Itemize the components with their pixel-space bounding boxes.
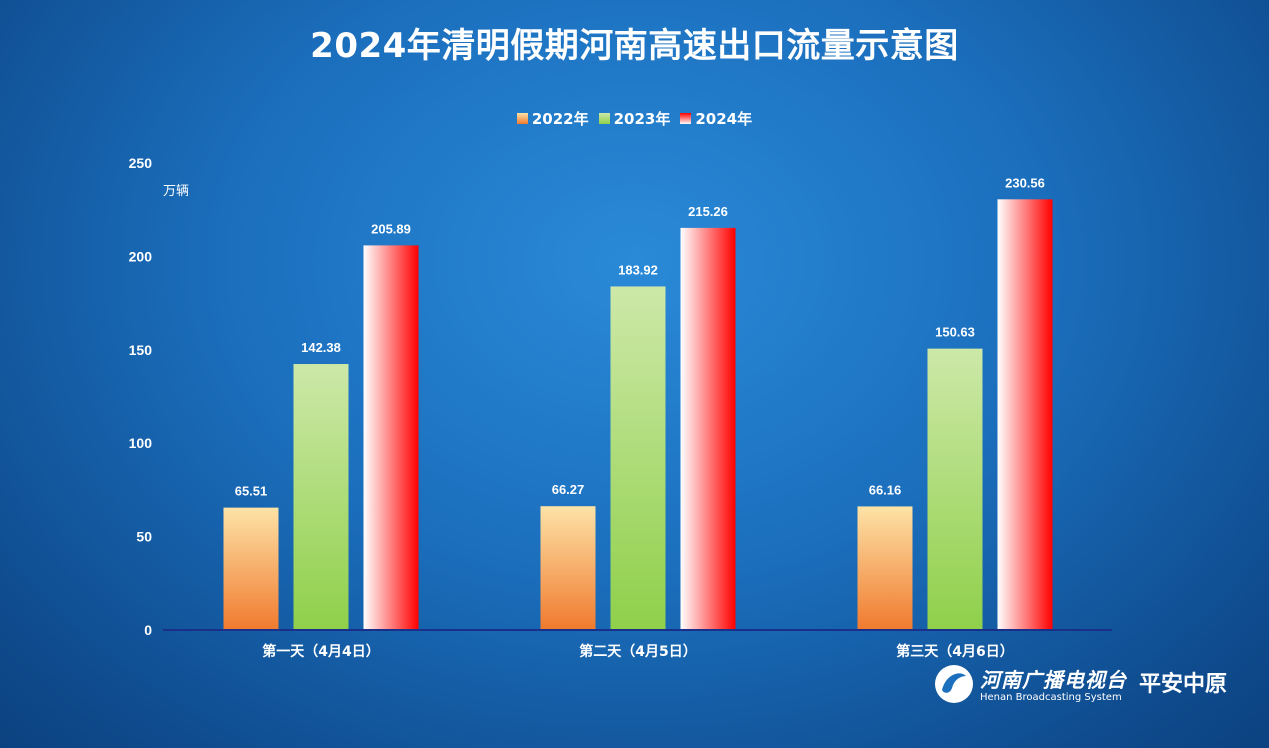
legend-label-2023: 2023年 [613, 110, 671, 128]
legend-item-2022: 2022年 [516, 108, 589, 129]
y-axis-unit: 万辆 [163, 184, 190, 199]
logo-name: 河南广播电视台 [980, 668, 1127, 692]
bar-2022年-1 [540, 506, 596, 630]
data-label: 66.27 [552, 482, 585, 497]
data-label: 205.89 [371, 221, 411, 236]
bar-2023年-2 [927, 348, 983, 630]
legend-item-2024: 2024年 [680, 108, 752, 129]
logo-english: Henan Broadcasting System [980, 692, 1122, 703]
y-tick-label: 0 [144, 622, 152, 638]
legend-item-2023: 2023年 [598, 108, 671, 129]
logo-slogan: 平安中原 [1139, 671, 1228, 697]
legend-swatch-2023 [598, 113, 610, 124]
data-label: 215.26 [688, 204, 728, 219]
henan-tv-logo-icon [935, 665, 973, 703]
data-label: 183.92 [618, 262, 658, 277]
x-tick-label: 第三天（4月6日） [896, 643, 1013, 660]
chart-title: 2024年清明假期河南高速出口流量示意图 [310, 26, 959, 66]
y-tick-label: 250 [129, 155, 153, 171]
bar-2024年-1 [680, 227, 736, 630]
y-tick-label: 50 [136, 529, 152, 545]
data-label: 65.51 [235, 484, 268, 499]
bar-2022年-0 [223, 507, 279, 630]
legend-swatch-2022 [516, 113, 528, 124]
bar-2023年-0 [293, 364, 349, 630]
bar-2023年-1 [610, 286, 666, 630]
bar-2024年-2 [997, 199, 1053, 631]
x-tick-label: 第一天（4月4日） [262, 643, 379, 660]
data-label: 150.63 [935, 325, 975, 340]
legend: 2022年 2023年 2024年 [0, 108, 1269, 129]
data-label: 66.16 [869, 482, 902, 497]
bar-2024年-0 [363, 245, 419, 631]
legend-swatch-2024 [680, 113, 692, 124]
x-tick-label: 第二天（4月5日） [579, 643, 696, 660]
bar-2022年-2 [857, 506, 913, 630]
y-tick-label: 200 [129, 248, 153, 264]
data-label: 230.56 [1005, 175, 1045, 190]
data-label: 142.38 [301, 340, 341, 355]
y-tick-label: 100 [129, 435, 153, 451]
y-tick-label: 150 [129, 342, 153, 358]
broadcaster-logo: 河南广播电视台 Henan Broadcasting System 平安中原 [934, 662, 1244, 708]
legend-label-2024: 2024年 [695, 110, 753, 128]
legend-label-2022: 2022年 [531, 110, 589, 128]
